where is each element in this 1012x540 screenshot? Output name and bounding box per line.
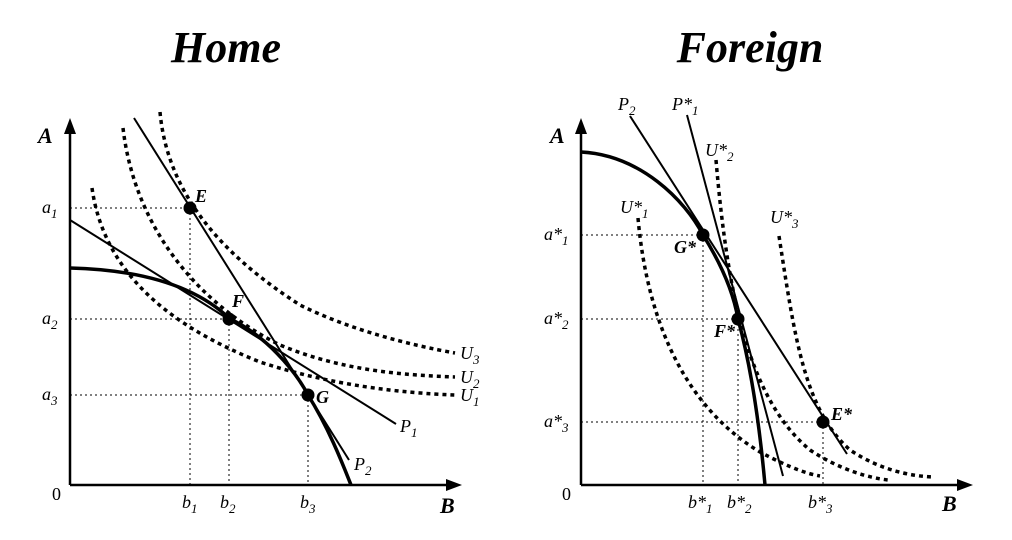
foreign-point-e-star-label: E* — [830, 404, 853, 424]
foreign-label-u1-star: U*1 — [620, 197, 649, 221]
foreign-line-labels: P2 P*1 U*1 U*2 U*3 — [617, 94, 799, 231]
foreign-y-tick-labels: a*1 a*2 a*3 — [544, 224, 569, 435]
foreign-point-e-star — [816, 415, 830, 429]
foreign-y-arrow-icon — [575, 118, 587, 134]
home-origin-label: 0 — [52, 484, 61, 504]
foreign-price-line-p1-star — [686, 114, 784, 477]
home-points: E F G — [183, 186, 329, 407]
home-x-arrow-icon — [446, 479, 462, 491]
foreign-label-p1-star: P*1 — [671, 94, 699, 118]
home-point-f-label: F — [231, 291, 244, 311]
foreign-label-u3-star: U*3 — [770, 207, 799, 231]
home-point-g — [301, 388, 315, 402]
home-y-axis-label: A — [36, 123, 53, 148]
home-x-axis-label: B — [439, 493, 455, 518]
home-label-p2: P2 — [353, 454, 372, 478]
home-y-arrow-icon — [64, 118, 76, 134]
foreign-x-tick-labels: b*1 b*2 b*3 — [688, 492, 833, 516]
home-label-u1: U1 — [460, 385, 480, 409]
foreign-curve-u3 — [777, 235, 934, 479]
home-y-tick-a1: a1 — [42, 197, 58, 221]
home-line-labels: P1 P2 U3 U2 U1 — [353, 343, 480, 478]
home-y-tick-a2: a2 — [42, 308, 58, 332]
foreign-point-f-star-label: F* — [713, 321, 736, 341]
home-point-f — [222, 312, 236, 326]
foreign-indifference-curves — [636, 159, 934, 482]
foreign-label-p2: P2 — [617, 94, 636, 118]
foreign-x-tick-b1: b*1 — [688, 492, 713, 516]
foreign-point-g-star — [696, 228, 710, 242]
home-curve-u2 — [121, 127, 456, 379]
home-x-tick-labels: b1 b2 b3 — [182, 492, 316, 516]
foreign-axes: A B 0 — [548, 118, 973, 516]
foreign-y-tick-a2: a*2 — [544, 308, 569, 332]
foreign-y-tick-a1: a*1 — [544, 224, 569, 248]
foreign-x-tick-b2: b*2 — [727, 492, 752, 516]
home-title: Home — [170, 23, 281, 72]
home-x-tick-b1: b1 — [182, 492, 198, 516]
foreign-label-u2-star: U*2 — [705, 140, 734, 164]
foreign-price-line-p2 — [629, 115, 848, 455]
home-y-tick-labels: a1 a2 a3 — [42, 197, 58, 408]
foreign-x-tick-b3: b*3 — [808, 492, 833, 516]
home-axes: A B 0 — [36, 118, 462, 518]
foreign-point-f-star — [731, 312, 745, 326]
home-x-tick-b3: b3 — [300, 492, 316, 516]
home-label-u3: U3 — [460, 343, 480, 367]
foreign-ppf-curve — [580, 150, 767, 486]
home-indifference-curves — [90, 111, 456, 397]
home-curve-u1 — [90, 187, 456, 397]
home-curve-u3 — [158, 111, 456, 355]
home-point-g-label: G — [316, 387, 329, 407]
foreign-y-tick-a3: a*3 — [544, 411, 569, 435]
home-y-tick-a3: a3 — [42, 384, 58, 408]
foreign-panel: Foreign A B 0 — [544, 23, 973, 516]
home-point-e-label: E — [194, 186, 207, 206]
foreign-y-axis-label: A — [548, 123, 565, 148]
home-point-e — [183, 201, 197, 215]
foreign-curve-u2 — [714, 159, 889, 482]
home-label-u2: U2 — [460, 367, 480, 391]
foreign-price-lines — [629, 114, 848, 477]
home-guides — [70, 207, 309, 485]
foreign-points: G* F* E* — [674, 228, 853, 429]
home-panel: Home A B 0 — [36, 23, 480, 518]
home-price-lines — [69, 117, 397, 461]
foreign-origin-label: 0 — [562, 484, 571, 504]
home-ppf-curve — [69, 266, 353, 486]
foreign-curve-u1 — [636, 217, 821, 478]
foreign-x-arrow-icon — [957, 479, 973, 491]
home-label-p1: P1 — [399, 416, 418, 440]
foreign-x-axis-label: B — [941, 491, 957, 516]
home-x-tick-b2: b2 — [220, 492, 236, 516]
foreign-title: Foreign — [676, 23, 824, 72]
foreign-point-g-star-label: G* — [674, 237, 697, 257]
